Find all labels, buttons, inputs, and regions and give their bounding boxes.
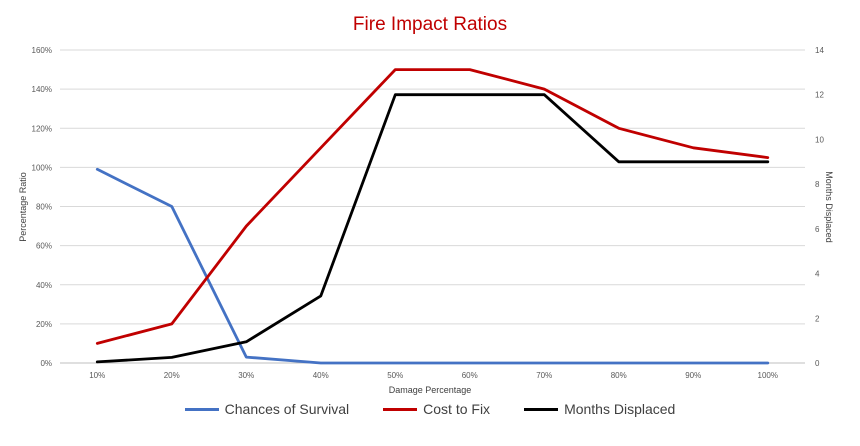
x-axis-ticks: 10% 20% 30% 40% 50% 60% 70% 80% 90% 100% — [89, 371, 778, 380]
y-tick-label: 80% — [36, 203, 52, 212]
x-tick-label: 10% — [89, 371, 105, 380]
y2-tick-label: 10 — [815, 135, 824, 144]
y-tick-label: 40% — [36, 281, 52, 290]
series-lines — [95, 68, 770, 365]
x-axis-title: Damage Percentage — [388, 385, 472, 395]
y-axis-title: Percentage Ratio — [18, 172, 28, 242]
y-tick-label: 60% — [36, 242, 52, 251]
y2-tick-label: 4 — [815, 270, 820, 279]
right-axis-ticks: 0 2 4 6 8 10 12 14 — [815, 46, 824, 368]
legend-swatch-cost — [383, 407, 418, 411]
legend-label-survival: Chances of Survival — [224, 401, 350, 417]
x-tick-label: 50% — [387, 371, 403, 380]
legend-label-cost: Cost to Fix — [423, 401, 491, 417]
x-tick-label: 30% — [238, 371, 254, 380]
legend-swatch-survival — [184, 407, 219, 411]
y2-tick-label: 0 — [815, 359, 820, 368]
x-tick-label: 80% — [611, 371, 627, 380]
legend-item-cost: Cost to Fix — [383, 401, 490, 417]
legend-label-months: Months Displaced — [564, 401, 676, 417]
y2-tick-label: 12 — [815, 91, 824, 100]
series-line-0 — [95, 167, 770, 365]
y-tick-label: 100% — [32, 163, 52, 172]
series-line-2 — [95, 93, 770, 364]
y-tick-label: 20% — [36, 320, 52, 329]
x-tick-label: 90% — [685, 371, 701, 380]
y2-tick-label: 6 — [815, 225, 820, 234]
x-tick-label: 60% — [462, 371, 478, 380]
legend-swatch-months — [524, 407, 559, 411]
chart-title: Fire Impact Ratios — [352, 14, 508, 35]
y2-tick-label: 2 — [815, 314, 820, 323]
legend: Chances of Survival Cost to Fix Months D… — [0, 401, 860, 417]
legend-item-months: Months Displaced — [524, 401, 675, 417]
x-tick-label: 20% — [164, 371, 180, 380]
y2-tick-label: 14 — [815, 46, 824, 55]
y-tick-label: 140% — [32, 85, 52, 94]
series-line-1 — [95, 68, 770, 345]
y2-axis-title: Months Displaced — [824, 171, 834, 243]
x-tick-label: 70% — [536, 371, 552, 380]
left-axis-ticks: 0% 20% 40% 60% 80% 100% 120% 140% 160% — [32, 46, 52, 368]
y-tick-label: 120% — [32, 124, 52, 133]
y2-tick-label: 8 — [815, 180, 820, 189]
y-tick-label: 0% — [40, 359, 52, 368]
x-tick-label: 100% — [758, 371, 778, 380]
legend-item-survival: Chances of Survival — [184, 401, 350, 417]
y-tick-label: 160% — [32, 46, 52, 55]
x-tick-label: 40% — [313, 371, 329, 380]
